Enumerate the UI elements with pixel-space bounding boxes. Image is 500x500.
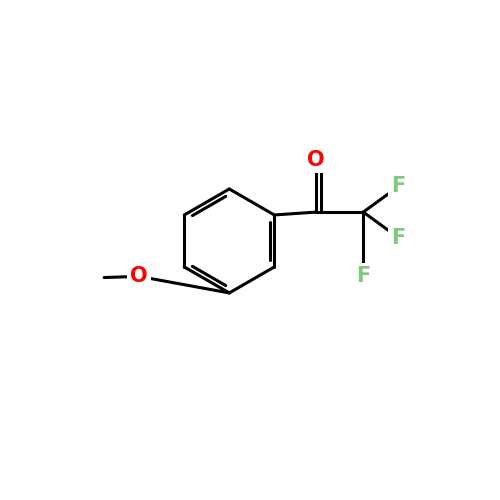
Text: F: F bbox=[392, 176, 406, 197]
Text: F: F bbox=[392, 228, 406, 248]
Text: F: F bbox=[356, 266, 370, 286]
Text: O: O bbox=[130, 266, 148, 286]
Text: O: O bbox=[308, 150, 325, 170]
